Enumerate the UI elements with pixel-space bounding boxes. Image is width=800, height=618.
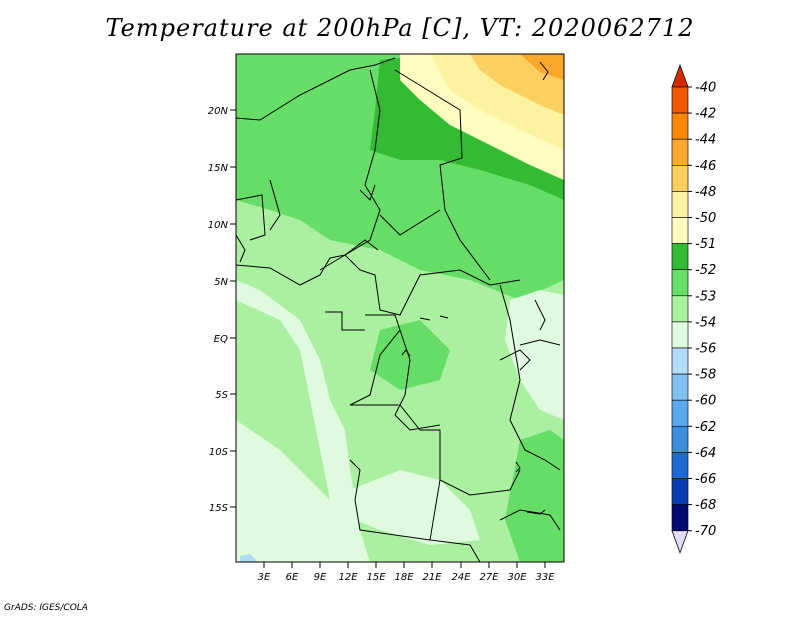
colorbar-label: -54 (695, 315, 716, 330)
colorbar-segment (671, 217, 689, 244)
longitude-axis: 3E 6E 9E 12E 15E 18E 21E 24E 27E 30E 33E (258, 562, 555, 583)
lon-label: 21E (422, 572, 442, 583)
colorbar-bottom-arrow (671, 530, 689, 554)
lon-label: 33E (535, 572, 555, 583)
colorbar-label: -53 (695, 289, 716, 304)
colorbar-label: -70 (695, 524, 716, 539)
credit-text: GrADS: IGES/COLA (4, 603, 88, 613)
colorbar-label: -44 (695, 133, 716, 148)
lon-label: 9E (314, 572, 327, 583)
map-frame (235, 53, 565, 563)
colorbar-segment (671, 321, 689, 349)
colorbar-segment (671, 112, 689, 140)
colorbar-label: -68 (695, 498, 716, 513)
colorbar-segment (671, 191, 689, 218)
lat-label: 10S (209, 447, 229, 458)
lon-label: 18E (394, 572, 414, 583)
colorbar-label: -51 (695, 237, 716, 252)
colorbar-label: -40 (695, 81, 716, 96)
colorbar-segment (671, 138, 689, 166)
colorbar-label: -66 (695, 472, 716, 487)
lat-label: EQ (214, 334, 228, 345)
lon-label: 15E (366, 572, 386, 583)
colorbar-label: -58 (695, 368, 716, 383)
lon-label: 24E (451, 572, 471, 583)
map-title: Temperature at 200hPa [C], VT: 202006271… (105, 14, 695, 42)
colorbar-segment (671, 165, 689, 192)
lon-label: 3E (258, 572, 271, 583)
colorbar-label: -46 (695, 159, 716, 174)
colorbar-segment (671, 347, 689, 375)
colorbar-label: -48 (695, 185, 716, 200)
colorbar: -40 -42 -44 -46 -48 -50 -51 -52 -53 -54 -56 -58 -60 -… (671, 63, 716, 554)
colorbar-label: -42 (695, 107, 716, 122)
colorbar-segment (671, 504, 689, 532)
lat-label: 5N (214, 277, 228, 288)
lon-label: 6E (286, 572, 299, 583)
colorbar-label: -64 (695, 446, 716, 461)
lat-label: 15N (208, 163, 229, 174)
lat-label: 15S (209, 503, 229, 514)
country-borders (236, 57, 561, 562)
lon-label: 27E (479, 572, 499, 583)
colorbar-segment (671, 373, 689, 401)
colorbar-label: -52 (695, 263, 716, 278)
colorbar-segment (671, 452, 689, 479)
colorbar-segment (671, 295, 689, 323)
lon-label: 12E (338, 572, 358, 583)
colorbar-segment (671, 86, 689, 114)
colorbar-label: -56 (695, 342, 716, 357)
colorbar-segment (671, 269, 689, 297)
colorbar-segment (671, 243, 689, 271)
colorbar-segment (671, 478, 689, 505)
colorbar-segment (671, 425, 689, 453)
latitude-axis: 20N 15N 10N 5N EQ 5S 10S 15S (208, 106, 236, 514)
colorbar-top-arrow (671, 63, 689, 88)
colorbar-segment (671, 399, 689, 427)
colorbar-label: -60 (695, 394, 716, 409)
lat-label: 5S (215, 390, 228, 401)
temperature-field (236, 54, 564, 562)
colorbar-label: -50 (695, 211, 716, 226)
lat-label: 10N (208, 220, 229, 231)
lat-label: 20N (208, 106, 229, 117)
lon-label: 30E (507, 572, 527, 583)
colorbar-label: -62 (695, 420, 716, 435)
